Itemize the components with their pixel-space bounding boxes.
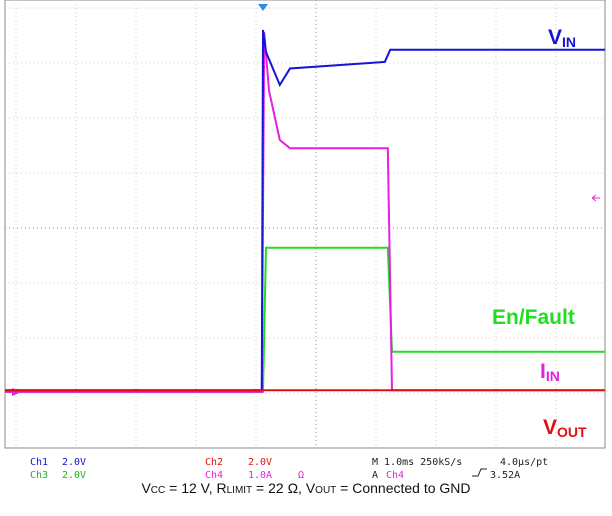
status-text: 3.52A [490,470,520,481]
status-text: 2.0V [62,470,86,481]
label-main: V [548,26,562,49]
caption-part: = 22 Ω, V [252,480,316,496]
label-sub: IN [562,34,576,50]
status-text: Ch2 [205,457,223,468]
caption-part: OUT [315,485,336,496]
caption-part: = Connected to GND [336,480,470,496]
caption-part: LIMIT [227,485,253,496]
trace-label: IIN [540,360,560,384]
status-text: Ω [298,470,304,481]
status-text: 2.0V [62,457,86,468]
trace-label: VOUT [543,416,587,440]
status-text: 4.0µs/pt [500,457,548,468]
status-text: 1.0A [248,470,272,481]
status-text: Ch4 [386,470,404,481]
caption-part: CC [151,485,165,496]
trigger-marker [258,4,268,11]
label-main: En/Fault [492,306,575,329]
trace [5,29,605,392]
trace-label: VIN [548,26,576,50]
status-text: Ch4 [205,470,223,481]
label-main: I [540,360,546,383]
status-text: 2.0V [248,457,272,468]
caption: VCC = 12 V, RLIMIT = 22 Ω, VOUT = Connec… [141,480,470,496]
status-text: Ch3 [30,470,48,481]
label-main: V [543,416,557,439]
trace-label: En/Fault [492,306,575,329]
label-sub: OUT [557,424,587,440]
label-sub: IN [546,368,560,384]
status-text: Ch1 [30,457,48,468]
status-text: A [372,470,378,481]
screen [4,0,606,449]
graticule [5,0,605,448]
caption-part: V [141,480,151,496]
edge-icon [472,468,487,477]
trigger-level [591,194,600,202]
status-text: M 1.0ms 250kS/s [372,457,462,468]
caption-part: = 12 V, R [165,480,226,496]
